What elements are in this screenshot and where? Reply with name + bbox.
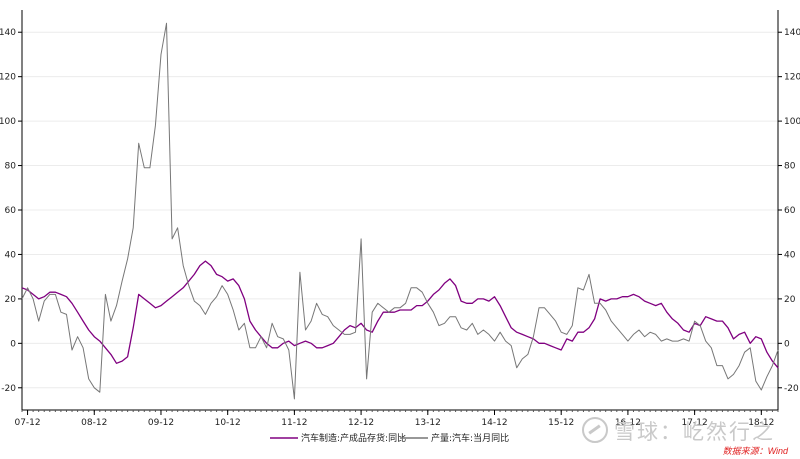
y-tick-label-right: 40 — [784, 250, 796, 260]
y-tick-label-right: 20 — [784, 295, 796, 305]
y-tick-label-right: 60 — [784, 206, 796, 216]
x-tick-label: 16-12 — [615, 418, 641, 428]
x-tick-label: 15-12 — [548, 418, 574, 428]
x-tick-label: 11-12 — [281, 418, 307, 428]
y-tick-label-right: 0 — [784, 339, 790, 349]
y-tick-label-left: 100 — [0, 117, 16, 127]
y-tick-label-left: 80 — [5, 162, 17, 172]
x-tick-label: 17-12 — [682, 418, 708, 428]
y-axis-left-ticks: -20 0 20 40 60 80 100 120 140 — [0, 28, 22, 394]
y-tick-label-left: 0 — [10, 339, 16, 349]
y-tick-label-left: 140 — [0, 28, 16, 38]
series-line-1 — [21, 260, 779, 369]
x-tick-label: 10-12 — [215, 418, 241, 428]
legend-label-2: 产量:汽车:当月同比 — [431, 432, 509, 444]
y-tick-label-left: 120 — [0, 73, 16, 83]
y-tick-label-right: -20 — [784, 384, 799, 394]
x-tick-label: 18-12 — [748, 418, 774, 428]
y-tick-label-left: 40 — [5, 250, 17, 260]
y-tick-label-right: 140 — [784, 28, 800, 38]
watermark: 雪球：屹然行之 — [582, 416, 775, 446]
y-tick-label-left: -20 — [1, 384, 16, 394]
grid-lines — [22, 31, 778, 389]
y-tick-label-right: 80 — [784, 162, 796, 172]
y-tick-label-right: 120 — [784, 73, 800, 83]
x-tick-label: 07-12 — [14, 418, 40, 428]
y-tick-label-left: 20 — [5, 295, 17, 305]
y-tick-label-left: 60 — [5, 206, 17, 216]
x-tick-label: 08-12 — [81, 418, 107, 428]
x-axis-ticks: 07-12 08-12 09-12 10-12 11-12 12-12 13-12 14-12… — [14, 410, 779, 428]
x-tick-label: 13-12 — [415, 418, 441, 428]
series-layer — [21, 22, 779, 400]
watermark-text: 雪球：屹然行之 — [614, 420, 775, 444]
y-tick-label-right: 100 — [784, 117, 800, 127]
series-line-2 — [21, 22, 779, 400]
legend: 汽车制造:产成品存货:同比 产量:汽车:当月同比 — [270, 432, 509, 444]
y-axis-right-ticks: -20 0 20 40 60 80 100 120 140 — [778, 28, 800, 394]
snowball-logo-icon — [582, 417, 608, 443]
source-note: 数据来源：Wind — [722, 446, 788, 456]
legend-label-1: 汽车制造:产成品存货:同比 — [301, 432, 406, 444]
x-tick-label: 09-12 — [148, 418, 174, 428]
x-tick-label: 12-12 — [348, 418, 374, 428]
x-tick-label: 14-12 — [481, 418, 507, 428]
